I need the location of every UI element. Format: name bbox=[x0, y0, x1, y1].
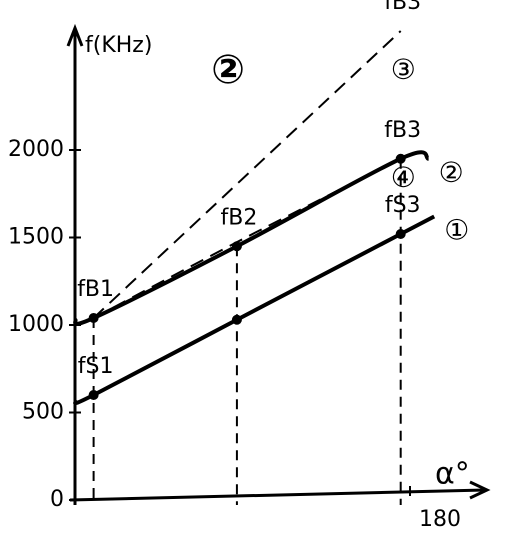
point-label: fS3 bbox=[385, 193, 421, 218]
point bbox=[88, 390, 99, 400]
series-line bbox=[92, 30, 402, 319]
x-axis bbox=[69, 488, 486, 502]
point-label: fB1 bbox=[77, 277, 114, 302]
series-label: ④ bbox=[391, 161, 416, 194]
chart-title: ② bbox=[211, 47, 245, 93]
point bbox=[395, 153, 406, 164]
series-label: ③ bbox=[391, 53, 416, 86]
x-arrow bbox=[469, 480, 491, 500]
series-line bbox=[73, 150, 430, 326]
point-label: fB3 bbox=[384, 118, 421, 143]
point-label: fB2 bbox=[220, 205, 257, 230]
x-tick-label: 180 bbox=[419, 507, 461, 532]
series-label: ② bbox=[439, 156, 464, 189]
point-label: fB3 bbox=[384, 0, 421, 15]
series-line bbox=[93, 157, 402, 319]
series-line bbox=[73, 214, 436, 406]
point bbox=[395, 229, 406, 239]
y-tick-label: 1500 bbox=[8, 225, 64, 250]
y-arrow bbox=[66, 23, 84, 47]
y-tick-label: 500 bbox=[22, 400, 64, 425]
y-tick-label: 0 bbox=[50, 487, 64, 512]
x-axis-label: α° bbox=[435, 457, 470, 492]
series-label: ① bbox=[444, 214, 469, 247]
point-label: fS1 bbox=[78, 354, 114, 379]
y-tick-label: 2000 bbox=[8, 137, 64, 162]
y-tick-label: 1000 bbox=[8, 312, 64, 337]
point bbox=[231, 314, 242, 325]
y-axis-label: f(KHz) bbox=[85, 33, 152, 58]
